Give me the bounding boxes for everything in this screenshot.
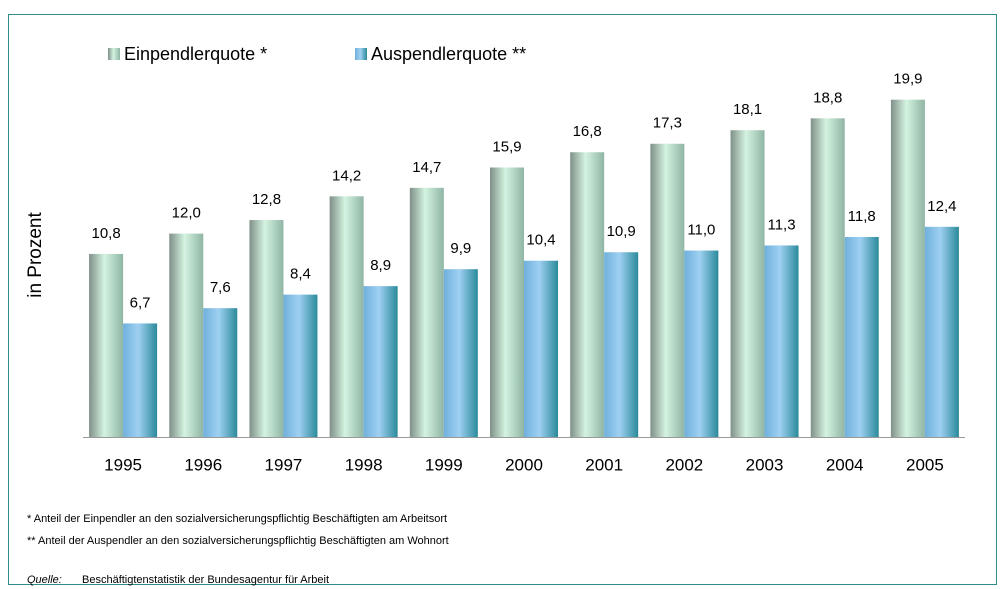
value-label: 10,4 xyxy=(526,232,555,249)
bar xyxy=(650,143,685,437)
value-label: 9,9 xyxy=(450,240,471,257)
bar xyxy=(249,220,284,437)
bar xyxy=(730,130,765,437)
legend-swatch xyxy=(108,48,120,60)
value-label: 8,4 xyxy=(290,266,311,283)
source-label: Quelle: xyxy=(27,574,62,586)
x-tick-label: 2004 xyxy=(826,455,864,474)
bar xyxy=(890,99,925,437)
x-tick-label: 1995 xyxy=(104,455,142,474)
bar xyxy=(524,260,558,437)
value-label: 12,0 xyxy=(172,205,201,222)
bar xyxy=(810,118,845,437)
bar xyxy=(363,286,398,437)
bar xyxy=(570,152,605,438)
x-tick-label: 1998 xyxy=(345,455,383,474)
x-tick-label: 2005 xyxy=(906,455,944,474)
value-label: 16,8 xyxy=(573,123,602,140)
value-label: 8,9 xyxy=(370,257,391,274)
x-tick-label: 1999 xyxy=(425,455,463,474)
y-axis-label: in Prozent xyxy=(25,212,46,298)
x-tick-label: 1997 xyxy=(265,455,303,474)
value-label: 18,1 xyxy=(733,101,762,118)
footnote: * Anteil der Einpendler an den sozialver… xyxy=(27,513,447,525)
value-label: 15,9 xyxy=(492,138,521,155)
legend-label: Einpendlerquote * xyxy=(124,44,267,64)
value-label: 11,0 xyxy=(687,222,715,239)
bar xyxy=(924,226,959,437)
footnote: ** Anteil der Auspendler an den sozialve… xyxy=(27,535,449,547)
bar xyxy=(844,236,879,437)
value-label: 17,3 xyxy=(653,115,682,132)
bar xyxy=(490,167,524,437)
x-tick-label: 2000 xyxy=(505,455,543,474)
value-label: 10,8 xyxy=(91,225,120,242)
value-label: 14,7 xyxy=(412,159,441,176)
bar xyxy=(764,245,799,437)
legend-swatch xyxy=(355,48,367,60)
x-tick-label: 1996 xyxy=(184,455,222,474)
bar xyxy=(283,294,318,437)
value-label: 11,8 xyxy=(848,208,876,225)
x-tick-label: 2002 xyxy=(665,455,703,474)
value-label: 19,9 xyxy=(893,71,922,88)
value-label: 7,6 xyxy=(210,279,231,296)
x-tick-label: 2003 xyxy=(746,455,784,474)
legend-label: Auspendlerquote ** xyxy=(371,44,526,64)
bar xyxy=(409,187,444,437)
value-label: 12,4 xyxy=(927,198,956,215)
value-label: 6,7 xyxy=(130,294,151,311)
bar xyxy=(329,196,364,437)
bar xyxy=(203,308,238,437)
bar xyxy=(604,252,639,437)
bar xyxy=(89,253,124,437)
bar xyxy=(123,323,158,437)
value-label: 11,3 xyxy=(767,216,795,233)
bar xyxy=(443,269,478,437)
value-label: 18,8 xyxy=(813,89,842,106)
source: Beschäftigtenstatistik der Bundesagentur… xyxy=(82,574,329,586)
value-label: 12,8 xyxy=(252,191,281,208)
bar xyxy=(169,233,204,437)
bar xyxy=(684,250,719,437)
value-label: 10,9 xyxy=(607,223,636,240)
value-label: 14,2 xyxy=(332,167,361,184)
x-tick-label: 2001 xyxy=(585,455,623,474)
